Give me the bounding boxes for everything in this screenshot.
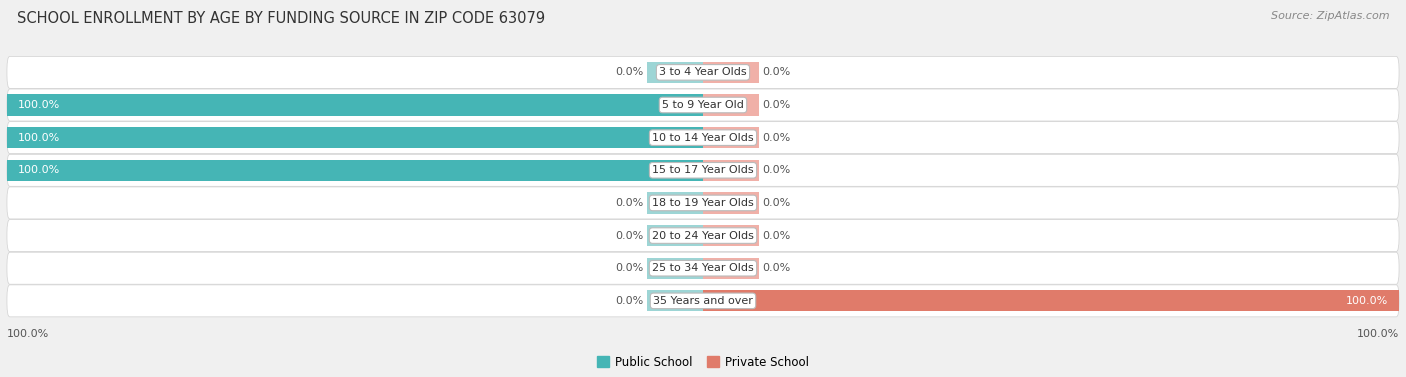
Text: 100.0%: 100.0% bbox=[1347, 296, 1389, 306]
FancyBboxPatch shape bbox=[7, 122, 1399, 154]
Text: 0.0%: 0.0% bbox=[762, 198, 790, 208]
Text: 0.0%: 0.0% bbox=[616, 263, 644, 273]
FancyBboxPatch shape bbox=[7, 219, 1399, 251]
Bar bbox=[703, 62, 759, 83]
Text: 0.0%: 0.0% bbox=[762, 100, 790, 110]
Bar bbox=[647, 192, 703, 213]
Text: 100.0%: 100.0% bbox=[17, 165, 59, 175]
Text: SCHOOL ENROLLMENT BY AGE BY FUNDING SOURCE IN ZIP CODE 63079: SCHOOL ENROLLMENT BY AGE BY FUNDING SOUR… bbox=[17, 11, 546, 26]
FancyBboxPatch shape bbox=[7, 187, 1399, 219]
FancyBboxPatch shape bbox=[7, 252, 1399, 284]
Text: 10 to 14 Year Olds: 10 to 14 Year Olds bbox=[652, 133, 754, 143]
Text: 18 to 19 Year Olds: 18 to 19 Year Olds bbox=[652, 198, 754, 208]
Text: 0.0%: 0.0% bbox=[616, 296, 644, 306]
Text: 100.0%: 100.0% bbox=[7, 329, 49, 339]
Text: 0.0%: 0.0% bbox=[762, 263, 790, 273]
Text: 20 to 24 Year Olds: 20 to 24 Year Olds bbox=[652, 231, 754, 241]
Bar bbox=[703, 94, 759, 116]
Bar bbox=[703, 290, 1399, 311]
Bar bbox=[647, 62, 703, 83]
Text: 5 to 9 Year Old: 5 to 9 Year Old bbox=[662, 100, 744, 110]
Text: 0.0%: 0.0% bbox=[762, 67, 790, 77]
Legend: Public School, Private School: Public School, Private School bbox=[593, 351, 813, 374]
Bar bbox=[7, 160, 703, 181]
Bar bbox=[647, 290, 703, 311]
Text: 25 to 34 Year Olds: 25 to 34 Year Olds bbox=[652, 263, 754, 273]
Bar bbox=[703, 257, 759, 279]
FancyBboxPatch shape bbox=[7, 285, 1399, 317]
Text: 100.0%: 100.0% bbox=[17, 100, 59, 110]
Bar bbox=[703, 192, 759, 213]
Bar bbox=[7, 94, 703, 116]
Bar bbox=[7, 127, 703, 148]
Bar bbox=[647, 225, 703, 246]
Text: 0.0%: 0.0% bbox=[616, 67, 644, 77]
Text: 35 Years and over: 35 Years and over bbox=[652, 296, 754, 306]
Bar bbox=[703, 127, 759, 148]
Text: 0.0%: 0.0% bbox=[616, 198, 644, 208]
Text: 0.0%: 0.0% bbox=[762, 165, 790, 175]
FancyBboxPatch shape bbox=[7, 154, 1399, 186]
Bar bbox=[703, 160, 759, 181]
FancyBboxPatch shape bbox=[7, 89, 1399, 121]
Text: 0.0%: 0.0% bbox=[616, 231, 644, 241]
Text: 100.0%: 100.0% bbox=[1357, 329, 1399, 339]
Text: 0.0%: 0.0% bbox=[762, 231, 790, 241]
Text: 100.0%: 100.0% bbox=[17, 133, 59, 143]
Text: Source: ZipAtlas.com: Source: ZipAtlas.com bbox=[1271, 11, 1389, 21]
Bar bbox=[703, 225, 759, 246]
Text: 3 to 4 Year Olds: 3 to 4 Year Olds bbox=[659, 67, 747, 77]
FancyBboxPatch shape bbox=[7, 57, 1399, 88]
Text: 0.0%: 0.0% bbox=[762, 133, 790, 143]
Bar bbox=[647, 257, 703, 279]
Text: 15 to 17 Year Olds: 15 to 17 Year Olds bbox=[652, 165, 754, 175]
